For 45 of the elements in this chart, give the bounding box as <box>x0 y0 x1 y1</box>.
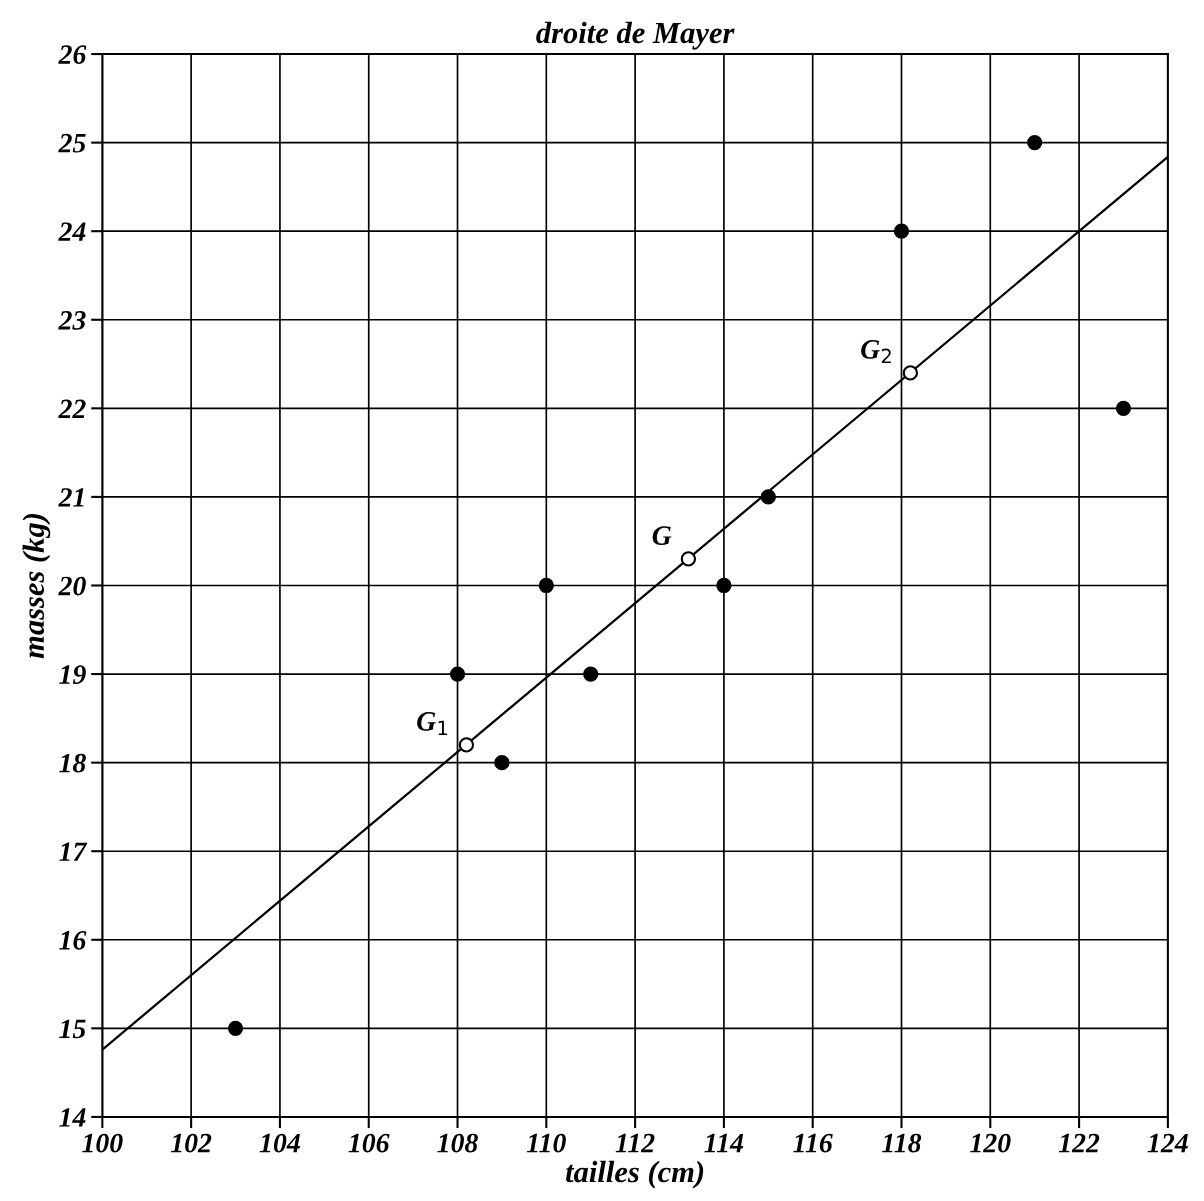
point <box>680 551 697 567</box>
chart-title: droite de Mayer <box>536 21 735 50</box>
x-tick-label: 112 <box>615 1133 655 1153</box>
y-axis-title: masses (kg) <box>22 514 51 659</box>
y-tick-label: 16 <box>59 931 87 950</box>
point <box>458 737 475 753</box>
y-tick-label: 22 <box>58 399 86 418</box>
annotation: G$_{2}$ <box>861 340 891 363</box>
point <box>227 1020 244 1036</box>
y-tick-label: 19 <box>59 665 86 684</box>
x-tick-label: 114 <box>704 1133 744 1153</box>
y-tick-label: 24 <box>58 222 86 241</box>
point <box>1115 400 1132 416</box>
y-tick-label: 25 <box>58 133 86 153</box>
x-tick-label: 118 <box>882 1133 922 1153</box>
x-tick-label: 100 <box>82 1133 123 1153</box>
x-tick-label: 108 <box>437 1133 478 1153</box>
x-tick-label: 104 <box>259 1133 300 1153</box>
point <box>716 577 732 594</box>
x-tick-label: 102 <box>170 1133 212 1153</box>
annotation: G$_{1}$ <box>417 712 448 736</box>
point <box>760 489 776 505</box>
x-tick-label: 116 <box>793 1133 833 1153</box>
point <box>538 577 554 594</box>
y-tick-label: 21 <box>58 488 84 507</box>
x-tick-label: 106 <box>348 1133 390 1153</box>
point <box>1027 134 1043 151</box>
point <box>902 365 918 381</box>
y-tick-label: 15 <box>59 1019 86 1039</box>
point <box>494 755 510 771</box>
y-tick-label: 26 <box>58 45 87 64</box>
x-tick-label: 120 <box>970 1133 1011 1153</box>
y-tick-label: 23 <box>58 311 86 330</box>
y-tick-label: 18 <box>59 753 86 773</box>
y-tick-label: 17 <box>59 842 88 861</box>
x-tick-label: 122 <box>1058 1133 1100 1153</box>
y-tick-label: 20 <box>58 576 86 596</box>
x-axis-title: tailles (cm) <box>566 1160 704 1189</box>
point <box>449 666 466 682</box>
point <box>583 666 599 682</box>
point <box>893 223 910 239</box>
x-tick-label: 124 <box>1147 1133 1188 1153</box>
x-tick-label: 110 <box>526 1133 566 1153</box>
annotation: G <box>652 526 672 545</box>
y-tick-label: 14 <box>59 1108 86 1127</box>
